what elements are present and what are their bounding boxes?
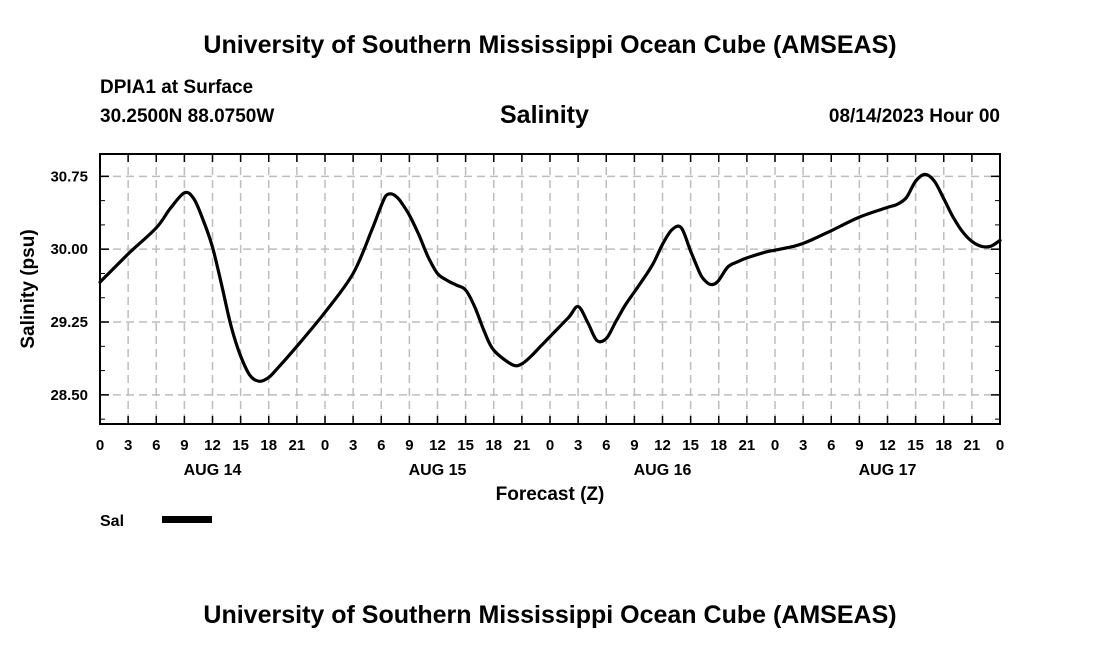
y-tick-label: 30.75	[50, 168, 88, 185]
x-tick-label: 15	[232, 437, 249, 454]
x-tick-label: 0	[771, 437, 779, 454]
x-tick-label: 9	[180, 437, 188, 454]
x-tick-label: 6	[602, 437, 610, 454]
x-tick-label: 3	[574, 437, 582, 454]
x-tick-label: 9	[405, 437, 413, 454]
x-tick-label: 18	[935, 437, 952, 454]
series-layer	[98, 172, 1002, 383]
station-label: DPIA1 at Surface	[100, 77, 254, 98]
x-axis-title: Forecast (Z)	[496, 484, 605, 505]
x-tick-label: 12	[879, 437, 896, 454]
y-axis-title: Salinity (psu)	[18, 229, 39, 348]
day-label: AUG 16	[634, 462, 692, 479]
y-tick-label: 28.50	[50, 387, 88, 404]
x-tick-label: 12	[204, 437, 221, 454]
y-tick-label: 30.00	[50, 241, 88, 258]
chart-title-top: University of Southern Mississippi Ocean…	[203, 31, 897, 59]
day-label: AUG 17	[859, 462, 917, 479]
grid	[100, 154, 1000, 424]
x-tick-label: 0	[996, 437, 1004, 454]
legend-label: Sal	[100, 513, 124, 530]
ticks	[99, 154, 1001, 424]
x-tick-label: 6	[827, 437, 835, 454]
location-label: 30.2500N 88.0750W	[100, 106, 275, 127]
x-tick-label: 3	[124, 437, 132, 454]
day-label: AUG 15	[409, 462, 467, 479]
legend-swatch	[162, 516, 212, 523]
x-tick-label: 15	[907, 437, 924, 454]
x-tick-label: 15	[682, 437, 699, 454]
axis-labels: 0 3 6 9 12 15 18 21 0 3 6 9 12 15 18 21 0 3 6 9 12 15 18 21 0 3 6 9…	[50, 168, 1004, 479]
x-tick-label: 18	[710, 437, 727, 454]
x-tick-label: 12	[654, 437, 671, 454]
x-tick-label: 21	[739, 437, 756, 454]
y-tick-label: 29.25	[50, 314, 88, 331]
x-tick-label: 18	[260, 437, 277, 454]
x-tick-label: 6	[152, 437, 160, 454]
x-tick-label: 21	[964, 437, 981, 454]
chart-title: Salinity	[500, 101, 589, 129]
x-tick-label: 21	[289, 437, 306, 454]
series-line-sal	[98, 172, 1002, 383]
x-tick-label: 12	[429, 437, 446, 454]
x-tick-label: 9	[630, 437, 638, 454]
day-label: AUG 14	[184, 462, 242, 479]
x-tick-label: 21	[514, 437, 531, 454]
x-tick-label: 3	[349, 437, 357, 454]
x-tick-label: 3	[799, 437, 807, 454]
x-tick-label: 0	[96, 437, 104, 454]
x-tick-label: 0	[321, 437, 329, 454]
datetime-label: 08/14/2023 Hour 00	[828, 106, 1000, 127]
x-tick-label: 9	[855, 437, 863, 454]
x-tick-label: 6	[377, 437, 385, 454]
x-tick-label: 15	[457, 437, 474, 454]
x-tick-label: 18	[485, 437, 502, 454]
x-tick-label: 0	[546, 437, 554, 454]
chart-title-bottom: University of Southern Mississippi Ocean…	[203, 601, 897, 629]
